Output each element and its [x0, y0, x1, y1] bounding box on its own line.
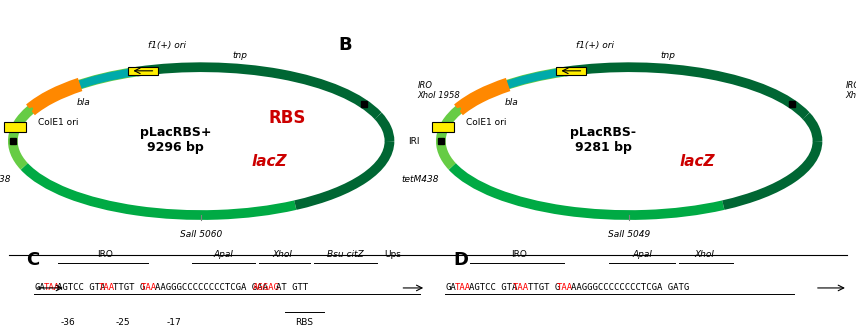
Text: AGGAG: AGGAG	[253, 284, 280, 292]
Text: SalI 5049: SalI 5049	[608, 230, 651, 239]
Text: bla: bla	[504, 98, 518, 107]
Text: tetM438: tetM438	[0, 175, 10, 184]
Text: IRO: IRO	[98, 250, 113, 259]
Text: IRO
XhoI 1958: IRO XhoI 1958	[845, 81, 856, 100]
Text: ApaI: ApaI	[633, 250, 652, 259]
Text: 9296 bp: 9296 bp	[147, 141, 204, 154]
Text: ColE1 ori: ColE1 ori	[39, 118, 79, 127]
FancyBboxPatch shape	[4, 122, 26, 132]
Text: RBS: RBS	[295, 318, 313, 327]
Text: TTGT G: TTGT G	[527, 284, 560, 292]
Text: SalI 5060: SalI 5060	[180, 230, 223, 239]
Text: AAGGGCCCCCCCCTCGA GATG: AAGGGCCCCCCCCTCGA GATG	[571, 284, 689, 292]
Text: TAA: TAA	[455, 284, 471, 292]
Text: 9281 bp: 9281 bp	[575, 141, 632, 154]
FancyBboxPatch shape	[432, 122, 454, 132]
Text: tnp: tnp	[232, 51, 247, 59]
FancyBboxPatch shape	[556, 67, 586, 75]
Text: f1(+) ori: f1(+) ori	[575, 41, 614, 50]
Text: TTGT G: TTGT G	[113, 284, 146, 292]
Text: IRO
XhoI 1958: IRO XhoI 1958	[417, 81, 460, 100]
Text: ColE1 ori: ColE1 ori	[467, 118, 507, 127]
Text: AGTCC GTA: AGTCC GTA	[57, 284, 106, 292]
Text: -36: -36	[60, 318, 75, 327]
Text: RBS: RBS	[268, 109, 306, 127]
Text: TAA: TAA	[44, 284, 60, 292]
Text: GA: GA	[34, 284, 45, 292]
Text: lacZ: lacZ	[680, 154, 716, 169]
Text: tnp: tnp	[660, 51, 675, 59]
Text: TAA: TAA	[99, 284, 116, 292]
Text: Ups: Ups	[384, 250, 401, 259]
Text: XhoI: XhoI	[694, 250, 714, 259]
Text: IRI: IRI	[408, 137, 419, 145]
Text: XhoI: XhoI	[272, 250, 292, 259]
Text: C: C	[26, 251, 39, 269]
Text: bla: bla	[76, 98, 90, 107]
Text: AAGGGCCCCCCCCTCGA GAA: AAGGGCCCCCCCCTCGA GAA	[155, 284, 268, 292]
FancyBboxPatch shape	[128, 67, 158, 75]
Text: Bsu citZ: Bsu citZ	[327, 250, 364, 259]
Text: TAA: TAA	[513, 284, 529, 292]
Text: -25: -25	[116, 318, 130, 327]
Text: ApaI: ApaI	[213, 250, 233, 259]
Text: AT GTT: AT GTT	[276, 284, 308, 292]
Text: TAA: TAA	[556, 284, 573, 292]
Text: D: D	[454, 251, 469, 269]
Text: B: B	[338, 36, 352, 54]
Text: AGTCC GTA: AGTCC GTA	[469, 284, 518, 292]
Text: tetM438: tetM438	[401, 175, 438, 184]
Text: lacZ: lacZ	[252, 154, 288, 169]
Text: IRO: IRO	[511, 250, 527, 259]
Text: f1(+) ori: f1(+) ori	[147, 41, 186, 50]
Text: -17: -17	[167, 318, 181, 327]
Text: pLacRBS-: pLacRBS-	[570, 126, 637, 139]
Text: TAA: TAA	[141, 284, 158, 292]
Text: GA: GA	[445, 284, 456, 292]
Text: pLacRBS+: pLacRBS+	[140, 126, 211, 139]
